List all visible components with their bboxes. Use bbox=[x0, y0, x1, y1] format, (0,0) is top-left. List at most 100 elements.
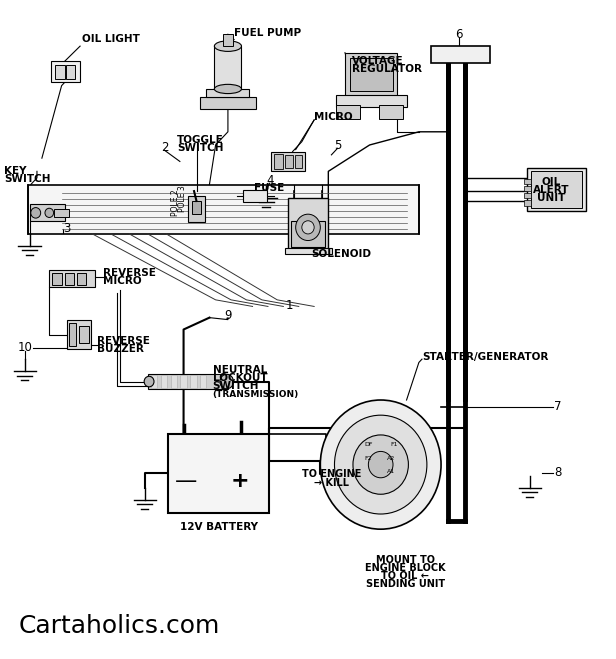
Text: LOCKOUT: LOCKOUT bbox=[213, 373, 267, 384]
Text: 8: 8 bbox=[554, 466, 561, 479]
Text: ALERT: ALERT bbox=[533, 185, 570, 195]
Bar bbox=[171, 375, 177, 388]
Bar bbox=[200, 97, 256, 109]
Bar bbox=[336, 95, 407, 107]
Bar bbox=[66, 65, 75, 79]
Text: (TRANSMISSION): (TRANSMISSION) bbox=[213, 389, 299, 399]
Text: 3: 3 bbox=[63, 222, 71, 235]
Bar bbox=[431, 46, 490, 63]
Ellipse shape bbox=[220, 374, 233, 389]
Text: SWITCH: SWITCH bbox=[177, 143, 224, 154]
Bar bbox=[524, 179, 531, 184]
Text: F2: F2 bbox=[365, 455, 372, 461]
Text: 6: 6 bbox=[455, 28, 463, 42]
Bar bbox=[285, 155, 293, 168]
Circle shape bbox=[31, 208, 41, 218]
Bar bbox=[531, 171, 582, 208]
Bar bbox=[524, 186, 531, 191]
Text: F1: F1 bbox=[391, 442, 398, 447]
Bar bbox=[271, 152, 305, 171]
Circle shape bbox=[368, 451, 393, 478]
Text: REVERSE: REVERSE bbox=[97, 335, 150, 346]
Bar bbox=[55, 65, 65, 79]
Text: FUSE: FUSE bbox=[254, 183, 285, 193]
Text: OIL LIGHT: OIL LIGHT bbox=[82, 34, 140, 44]
Text: NEUTRAL: NEUTRAL bbox=[213, 365, 267, 376]
Text: MOUNT TO: MOUNT TO bbox=[376, 555, 435, 565]
Bar bbox=[54, 209, 69, 217]
Bar bbox=[524, 200, 531, 206]
Text: MICRO: MICRO bbox=[314, 112, 353, 123]
Ellipse shape bbox=[144, 376, 154, 387]
Bar bbox=[524, 193, 531, 198]
Text: → KILL: → KILL bbox=[314, 478, 349, 488]
Bar bbox=[288, 198, 328, 250]
Bar bbox=[77, 273, 86, 285]
Circle shape bbox=[334, 415, 427, 514]
Text: SENDING UNIT: SENDING UNIT bbox=[366, 579, 445, 589]
Bar bbox=[379, 105, 403, 119]
Text: FUEL PUMP: FUEL PUMP bbox=[234, 28, 301, 38]
Bar bbox=[148, 374, 228, 389]
Text: SWITCH: SWITCH bbox=[4, 173, 51, 184]
Bar bbox=[527, 168, 586, 211]
Bar bbox=[51, 61, 80, 82]
Text: A2: A2 bbox=[387, 455, 395, 461]
Circle shape bbox=[45, 208, 54, 217]
Polygon shape bbox=[28, 185, 419, 234]
Bar bbox=[223, 34, 233, 46]
Text: ENGINE BLOCK: ENGINE BLOCK bbox=[365, 563, 445, 573]
Bar bbox=[30, 204, 65, 221]
Text: BUZZER: BUZZER bbox=[97, 343, 144, 354]
Text: SOLENOID: SOLENOID bbox=[311, 249, 371, 260]
Bar bbox=[291, 221, 325, 247]
Text: SWITCH: SWITCH bbox=[213, 381, 259, 391]
Text: OIL: OIL bbox=[541, 177, 561, 187]
Bar bbox=[190, 375, 197, 388]
Bar bbox=[52, 273, 62, 285]
Text: UNIT: UNIT bbox=[537, 192, 565, 203]
Text: Cartaholics.com: Cartaholics.com bbox=[18, 614, 220, 638]
Bar bbox=[67, 320, 91, 349]
Circle shape bbox=[302, 221, 314, 234]
Bar bbox=[65, 273, 74, 285]
Text: 4: 4 bbox=[266, 174, 274, 187]
Text: 12V BATTERY: 12V BATTERY bbox=[180, 522, 257, 532]
Text: DF: DF bbox=[364, 442, 373, 447]
Circle shape bbox=[353, 435, 408, 494]
Text: POLE 3: POLE 3 bbox=[178, 186, 187, 212]
Text: MICRO: MICRO bbox=[103, 275, 142, 286]
Bar bbox=[69, 323, 76, 346]
Text: POLE 2: POLE 2 bbox=[171, 190, 180, 216]
Bar bbox=[336, 105, 360, 119]
Bar bbox=[200, 375, 206, 388]
Bar bbox=[285, 248, 332, 254]
Bar bbox=[180, 375, 187, 388]
Text: REGULATOR: REGULATOR bbox=[352, 63, 423, 74]
Bar bbox=[214, 46, 241, 89]
Bar bbox=[161, 375, 167, 388]
Text: KEY: KEY bbox=[4, 165, 27, 176]
Bar bbox=[295, 155, 302, 168]
Bar bbox=[350, 58, 393, 91]
Bar bbox=[243, 190, 267, 202]
Text: 1: 1 bbox=[286, 299, 293, 312]
Circle shape bbox=[296, 214, 320, 241]
Bar bbox=[192, 201, 201, 214]
Text: —: — bbox=[175, 471, 197, 491]
Bar bbox=[151, 375, 157, 388]
Text: 5: 5 bbox=[334, 139, 341, 152]
Bar bbox=[188, 196, 205, 222]
Text: TO OIL ←: TO OIL ← bbox=[381, 571, 429, 581]
Bar bbox=[345, 53, 397, 96]
Text: TOGGLE: TOGGLE bbox=[177, 135, 224, 146]
Text: 2: 2 bbox=[161, 141, 168, 154]
Bar bbox=[79, 326, 89, 343]
Ellipse shape bbox=[214, 41, 241, 51]
Bar bbox=[49, 270, 95, 287]
Circle shape bbox=[320, 400, 441, 529]
Text: +: + bbox=[231, 471, 249, 491]
Text: 9: 9 bbox=[224, 308, 232, 322]
Text: VOLTAGE: VOLTAGE bbox=[352, 55, 404, 66]
Text: REVERSE: REVERSE bbox=[103, 268, 156, 278]
